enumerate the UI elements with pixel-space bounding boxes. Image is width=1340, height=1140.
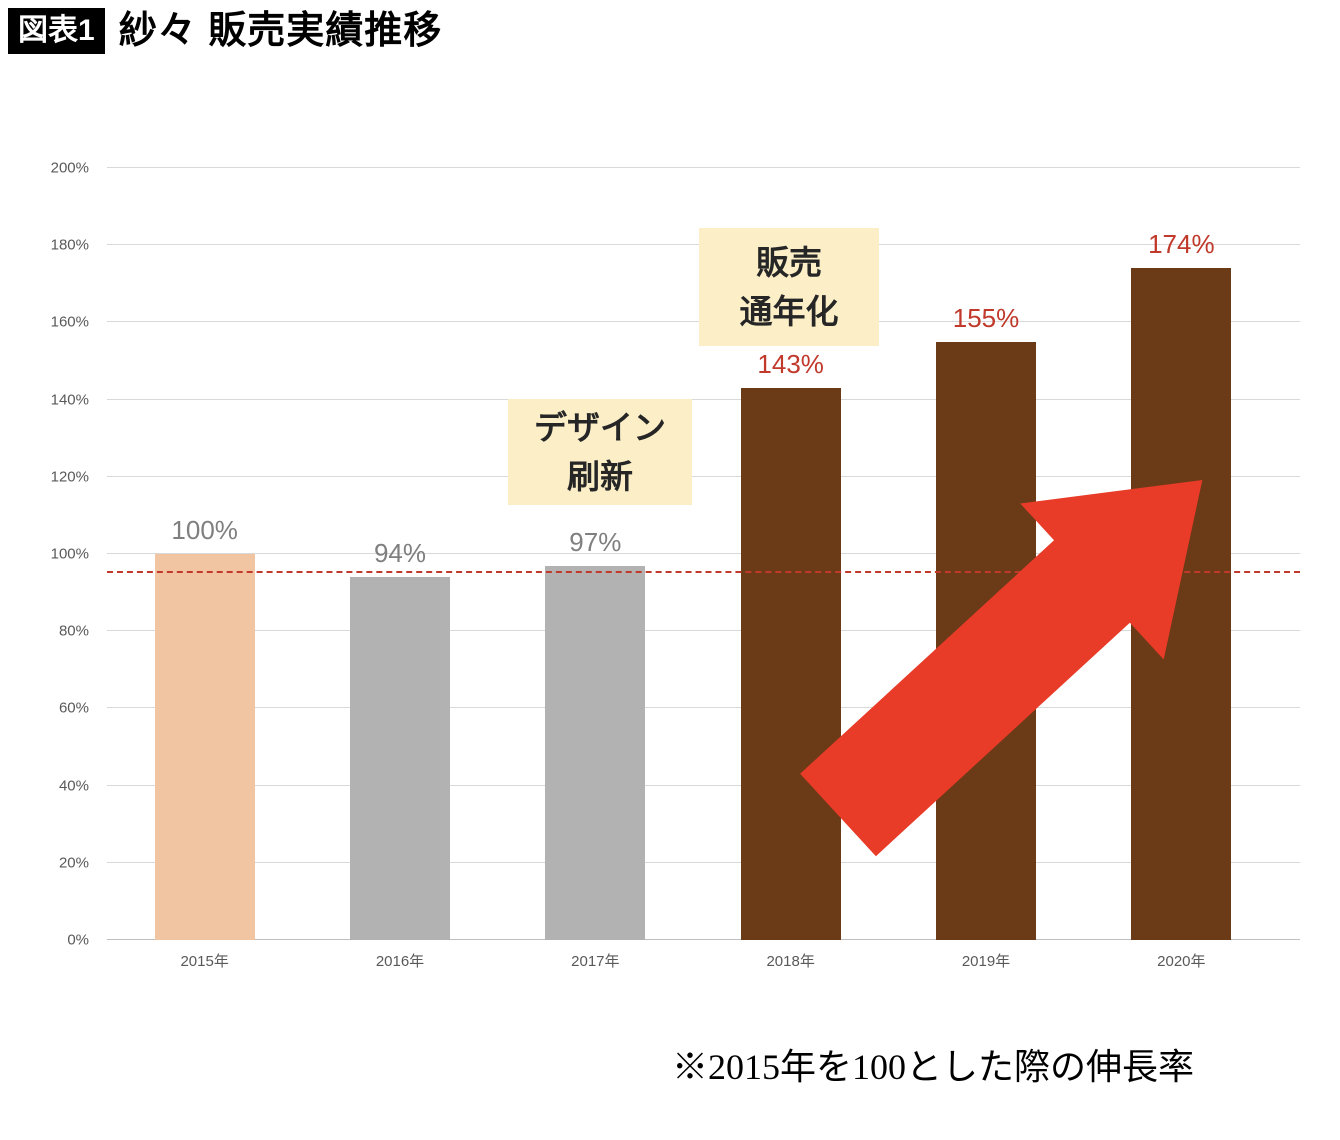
y-axis-tick-label: 0% xyxy=(67,931,89,949)
footnote: ※2015年を100とした際の伸長率 xyxy=(672,1047,1195,1087)
gridline xyxy=(107,398,1300,400)
gridline xyxy=(107,707,1300,709)
y-axis-tick-label: 180% xyxy=(50,236,89,254)
annotation-year-round-sales-line1: 販売 xyxy=(756,243,822,281)
gridline xyxy=(107,630,1300,632)
x-axis-tick-label: 2016年 xyxy=(375,953,425,970)
y-axis-tick-label: 20% xyxy=(58,854,89,872)
bar-2016年 xyxy=(350,577,450,940)
bar-value-label: 100% xyxy=(171,515,238,545)
gridline xyxy=(107,553,1300,554)
bar-2019年 xyxy=(936,341,1036,940)
bar-2017年 xyxy=(545,565,646,940)
y-axis-tick-label: 140% xyxy=(50,391,89,409)
figure-badge: 図表1 xyxy=(8,8,105,54)
bar-2018年 xyxy=(740,388,841,940)
bar-value-label: 155% xyxy=(952,302,1020,333)
y-axis-tick-label: 40% xyxy=(58,777,89,795)
annotation-design-refresh: デザイン 刷新 xyxy=(508,399,692,505)
bar-2015年 xyxy=(154,554,255,940)
annotation-design-refresh-line1: デザイン xyxy=(534,408,666,446)
bar-value-label: 97% xyxy=(569,526,622,557)
x-axis-tick-label: 2015年 xyxy=(180,953,229,970)
gridline xyxy=(107,167,1300,168)
annotation-year-round-sales-line2: 通年化 xyxy=(739,293,839,330)
x-axis-tick-label: 2019年 xyxy=(961,953,1011,970)
bar-value-label: 94% xyxy=(373,538,427,569)
gridline xyxy=(107,475,1300,477)
reference-line xyxy=(107,571,1300,574)
y-axis-tick-label: 100% xyxy=(50,545,89,563)
figure-title: 紗々 販売実績推移 xyxy=(118,10,443,52)
y-axis-tick-label: 160% xyxy=(50,313,89,331)
y-axis-tick-label: 200% xyxy=(50,159,89,177)
plot-area: 100% 94% 97% 143% 155% 174% xyxy=(107,167,1300,940)
bar-value-label: 143% xyxy=(757,349,824,380)
y-axis-tick-label: 120% xyxy=(50,468,89,486)
x-axis: 2015年 2016年 2017年 2018年 2019年 2020年 xyxy=(107,950,1279,976)
figure-header: 図表1 紗々 販売実績推移 xyxy=(8,8,442,54)
gridline xyxy=(107,861,1300,863)
gridline xyxy=(107,939,1300,940)
x-axis-tick-label: 2017年 xyxy=(571,953,620,970)
y-axis: 0% 20% 40% 60% 80% 100% 120% 140% 160% 180% 200% xyxy=(0,160,97,949)
y-axis-tick-label: 80% xyxy=(58,622,89,640)
x-axis-tick-label: 2020年 xyxy=(1157,953,1206,970)
gridline xyxy=(107,784,1300,786)
x-axis-tick-label: 2018年 xyxy=(766,953,815,970)
bar-value-label: 174% xyxy=(1148,229,1215,260)
annotation-year-round-sales: 販売 通年化 xyxy=(699,228,879,346)
y-axis-tick-label: 60% xyxy=(58,699,89,717)
bar-2020年 xyxy=(1131,268,1232,940)
annotation-design-refresh-line2: 刷新 xyxy=(567,458,633,495)
